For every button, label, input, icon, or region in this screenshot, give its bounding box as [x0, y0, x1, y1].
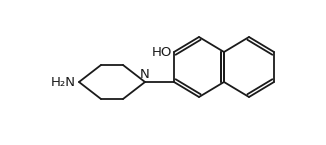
- Text: H₂N: H₂N: [51, 76, 76, 88]
- Text: HO: HO: [152, 46, 172, 58]
- Text: N: N: [140, 68, 150, 81]
